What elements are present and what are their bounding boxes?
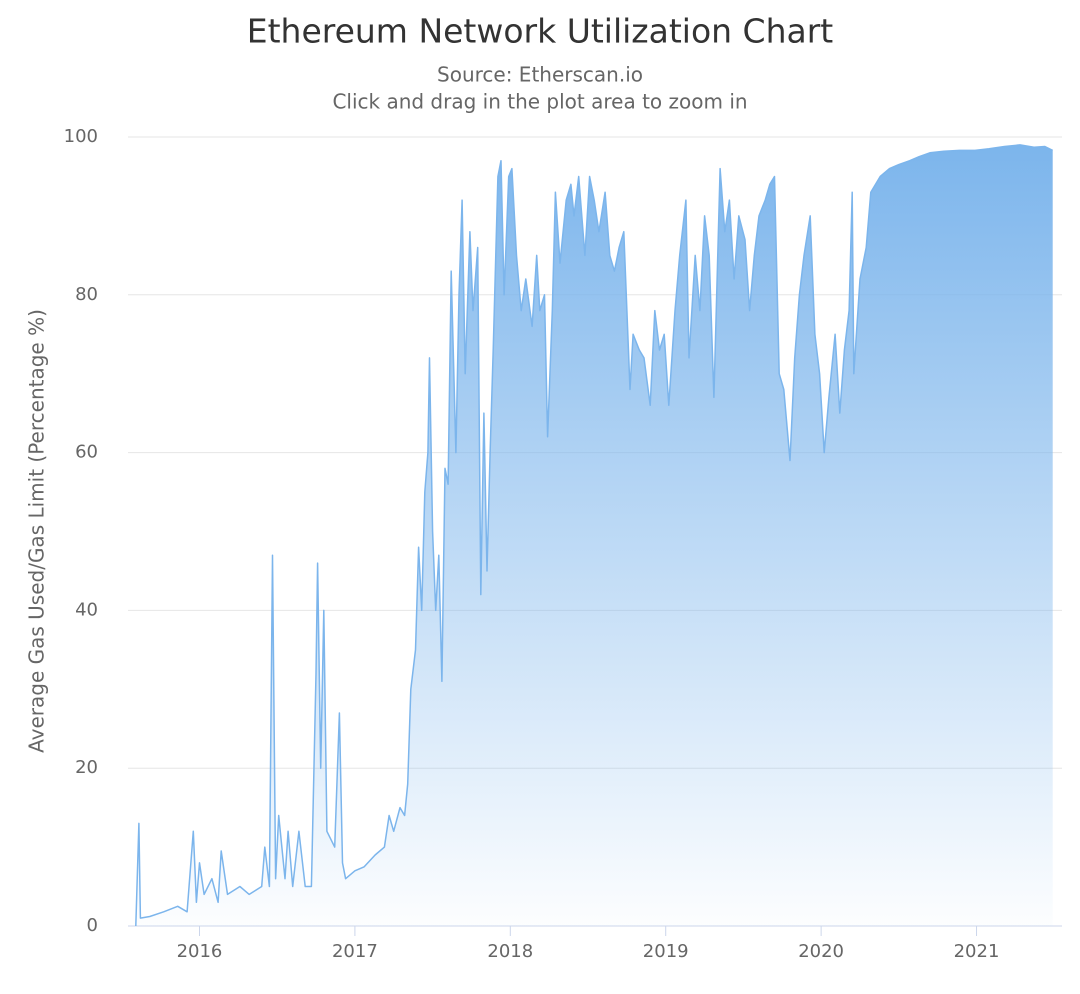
x-tick-label: 2016: [177, 941, 223, 962]
x-tick-label: 2019: [643, 941, 689, 962]
chart-subtitle: Click and drag in the plot area to zoom …: [332, 90, 747, 114]
y-tick-label: 40: [75, 599, 98, 620]
y-tick-label: 20: [75, 757, 98, 778]
y-tick-label: 100: [64, 126, 98, 147]
x-tick-label: 2017: [332, 941, 378, 962]
y-tick-label: 60: [75, 442, 98, 463]
y-tick-label: 0: [87, 915, 98, 936]
y-axis-label: Average Gas Used/Gas Limit (Percentage %…: [25, 309, 49, 753]
x-tick-label: 2018: [487, 941, 533, 962]
y-tick-label: 80: [75, 284, 98, 305]
chart-subtitle: Source: Etherscan.io: [437, 63, 643, 87]
area-line: [135, 144, 1054, 927]
x-tick-label: 2021: [954, 941, 1000, 962]
area-fill: [135, 144, 1053, 926]
chart-title: Ethereum Network Utilization Chart: [247, 12, 834, 51]
x-tick-label: 2020: [798, 941, 844, 962]
